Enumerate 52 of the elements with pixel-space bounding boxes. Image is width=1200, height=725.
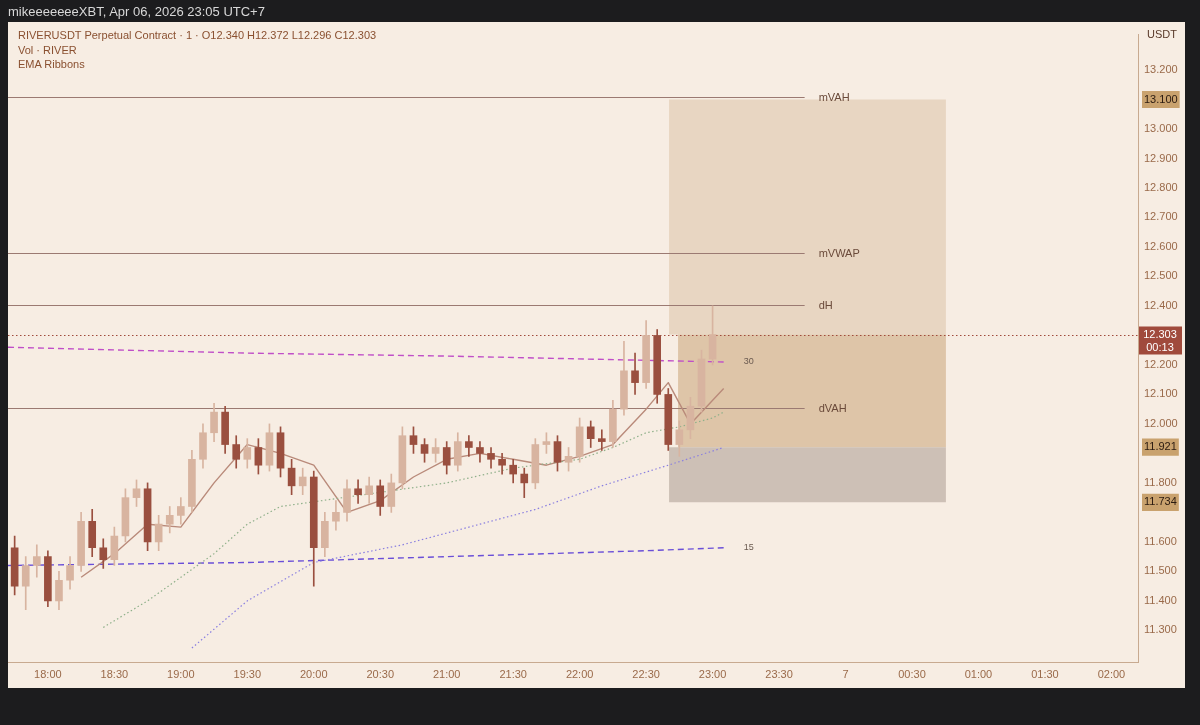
text: 15 [743, 542, 754, 553]
line-series [8, 346, 725, 363]
x-tick-label: 18:30 [100, 668, 129, 681]
x-tick-label: 23:30 [765, 668, 793, 681]
chart-subtitle: mikeeeeeeeXBT, Apr 06, 2026 23:05 UTC+7 [8, 4, 265, 19]
x-tick-label: 21:00 [432, 668, 461, 681]
y-tick-label: 11.500 [1144, 564, 1177, 577]
y-axis-title: USDT [1147, 28, 1177, 40]
x-tick-label: 01:00 [964, 668, 993, 681]
annotation: EMA Ribbons [18, 57, 86, 72]
y-tick-label: 12.700 [1144, 210, 1178, 223]
y-tick-label: 12.100 [1144, 387, 1178, 400]
text: 30 [743, 356, 754, 367]
x-tick-label: 01:30 [1031, 668, 1059, 681]
ref-line-label: dVAH [818, 401, 847, 414]
line-series [102, 411, 725, 629]
y-tick-label: 13.000 [1144, 122, 1178, 135]
x-tick-label: 23:00 [698, 668, 727, 681]
y-tick-label: 12.900 [1144, 151, 1178, 164]
y-tick-label: 11.921 [1144, 440, 1177, 453]
line-series [191, 446, 725, 649]
x-tick-label: 7 [842, 668, 849, 681]
candlestick [597, 429, 606, 451]
y-tick-label: 12.600 [1144, 239, 1178, 252]
x-tick-label: 21:30 [499, 668, 527, 681]
y-tick-label: 12.400 [1144, 298, 1178, 311]
chart-title: RIVERUSDT Perpetual Contract · 1 · O12.340 H12.372 L12.296 C12.303 [18, 28, 377, 43]
y-tick-label: 12.000 [1144, 416, 1178, 429]
x-tick-label: 20:00 [300, 668, 328, 681]
ref-line-label: mVAH [818, 90, 850, 103]
y-tick-label: 11.734 [1144, 495, 1177, 508]
x-tick-label: 19:30 [233, 668, 262, 681]
y-tick-label: 12.500 [1144, 269, 1178, 282]
ref-line-label: mVWAP [818, 246, 860, 259]
y-tick-label: 12.800 [1144, 180, 1178, 193]
x-tick-label: 00:30 [898, 668, 926, 681]
x-tick-label: 18:00 [34, 668, 62, 681]
x-tick-label: 19:00 [167, 668, 195, 681]
y-tick-label: 12.200 [1144, 357, 1178, 370]
y-tick-label: 13.100 [1144, 92, 1178, 105]
y-tick-label: 11.600 [1144, 534, 1177, 547]
x-tick-label: 20:30 [366, 668, 394, 681]
x-tick-label: 22:00 [565, 668, 594, 681]
x-tick-label: 22:30 [632, 668, 660, 681]
y-tick-label: 13.200 [1144, 63, 1178, 76]
ref-line-label: 12.303 00:13 [1143, 328, 1177, 354]
y-tick-label: 11.400 [1144, 593, 1177, 606]
annotation: Vol · RIVER [18, 42, 78, 57]
y-tick-label: 11.300 [1144, 623, 1177, 636]
x-tick-label: 02:00 [1097, 668, 1126, 681]
y-tick-label: 11.800 [1144, 475, 1177, 488]
ref-line-label: dH [818, 298, 833, 311]
